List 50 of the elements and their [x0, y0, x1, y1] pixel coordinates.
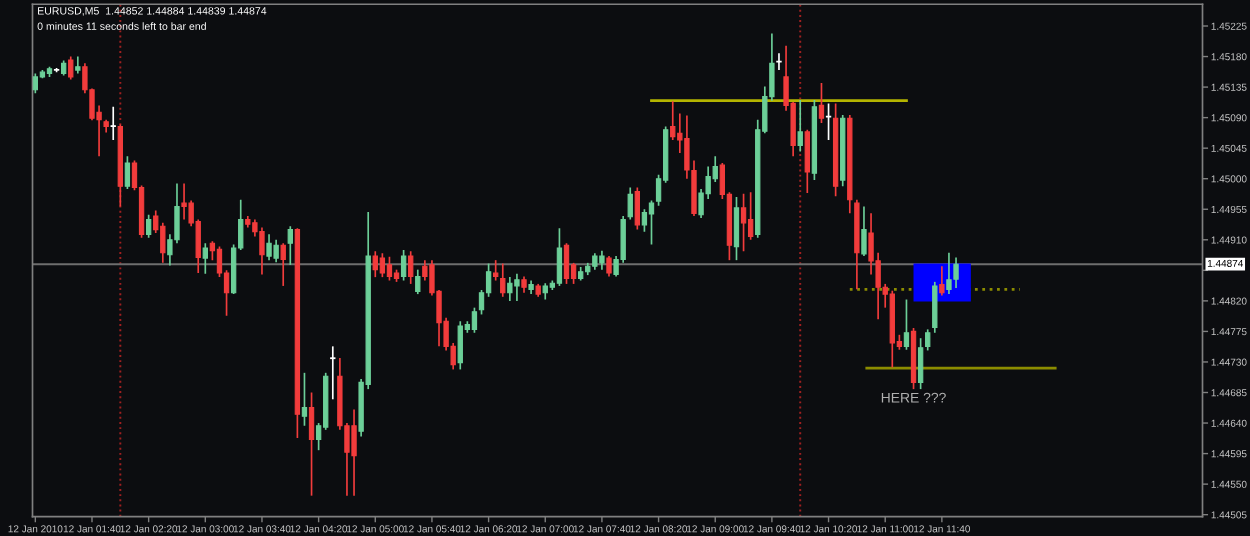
candlestick — [287, 225, 293, 266]
candlestick — [563, 242, 570, 285]
candlestick — [939, 265, 945, 297]
candlestick — [818, 82, 825, 124]
candlestick — [372, 250, 378, 278]
candlestick — [273, 238, 279, 264]
candlestick — [124, 155, 131, 190]
candlestick — [202, 242, 208, 275]
candlestick — [804, 129, 810, 194]
candlestick — [953, 256, 959, 289]
candlestick — [599, 249, 605, 271]
candlestick — [308, 391, 315, 497]
candlestick — [648, 199, 655, 246]
candlestick — [32, 72, 39, 95]
candlestick — [457, 320, 463, 371]
candlestick — [634, 186, 641, 231]
candlestick — [946, 251, 952, 295]
candlestick — [903, 298, 910, 351]
candlestick — [556, 227, 563, 287]
candlestick — [776, 52, 782, 71]
candlestick — [733, 196, 740, 261]
candlestick — [471, 306, 478, 334]
candlestick — [386, 255, 393, 282]
candlestick — [301, 371, 308, 427]
candlestick — [408, 250, 414, 285]
candlestick — [606, 255, 612, 278]
candlestick — [351, 408, 357, 497]
candlestick — [379, 252, 386, 278]
candlestick — [917, 337, 924, 390]
candlestick — [110, 105, 116, 141]
candlestick — [266, 233, 272, 261]
candlestick — [507, 276, 513, 302]
candlestick — [747, 191, 754, 241]
candlestick — [330, 345, 336, 401]
candlestick — [825, 102, 832, 141]
candlestick — [280, 242, 286, 287]
candlestick — [400, 249, 407, 282]
candlestick — [740, 192, 747, 253]
candlestick — [932, 281, 938, 334]
candlestick — [925, 328, 931, 352]
candlestick — [145, 213, 152, 239]
candlestick — [500, 262, 506, 298]
candlestick — [514, 272, 520, 302]
candlestick — [641, 208, 648, 233]
candlestick — [181, 182, 187, 221]
candlestick — [415, 268, 421, 295]
candlestick — [797, 99, 803, 153]
candlestick — [259, 226, 265, 276]
candlestick — [68, 55, 74, 81]
candlestick — [861, 205, 867, 257]
